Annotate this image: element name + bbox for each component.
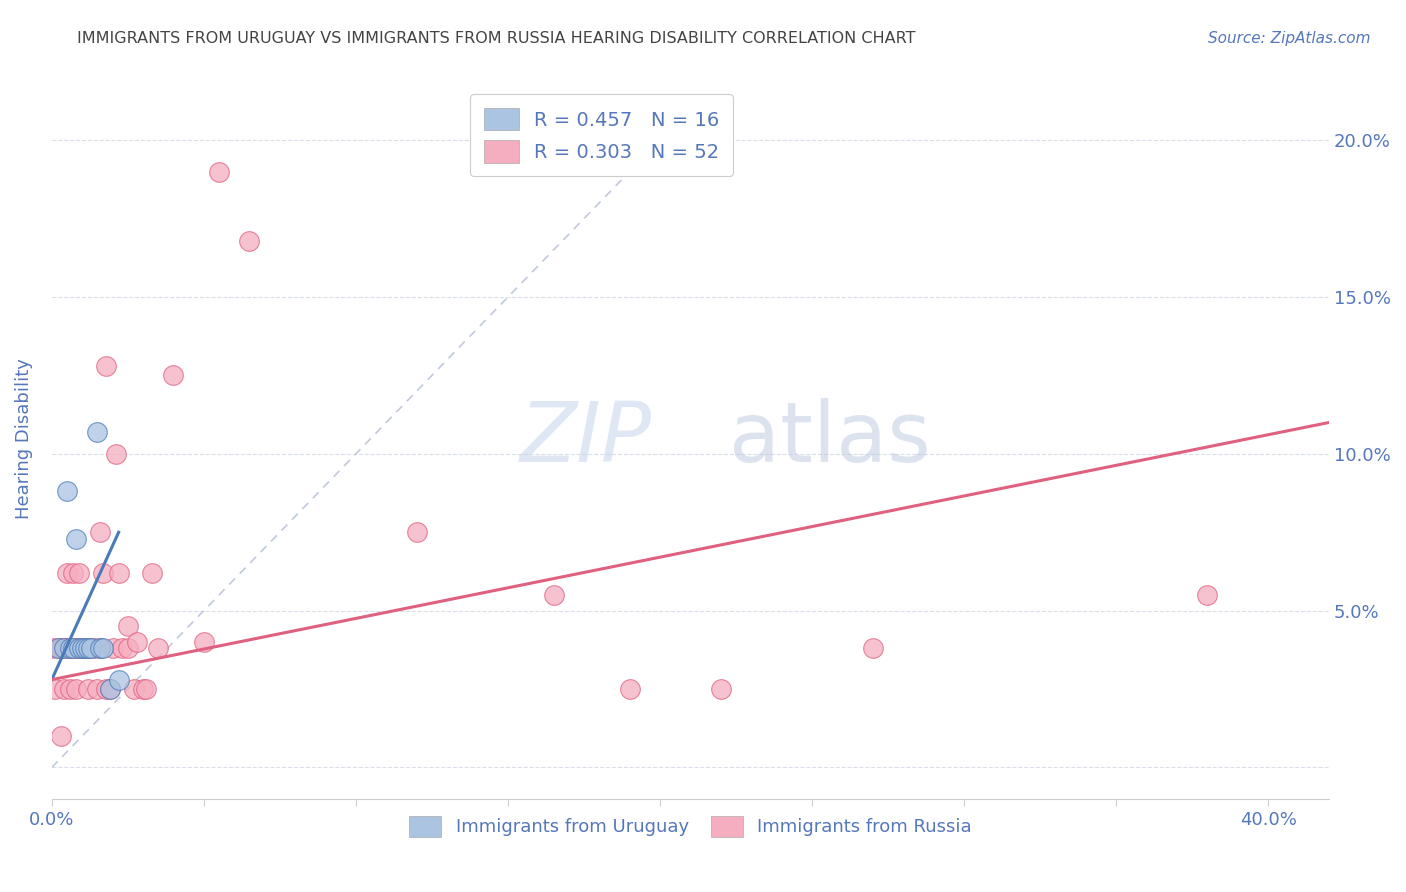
Point [862, 641, 884, 656]
Point [49, 641, 72, 656]
Point [125, 635, 148, 649]
Point [59, 641, 82, 656]
Point [62, 641, 84, 656]
Point [619, 681, 641, 696]
Point [80, 641, 103, 656]
Point [52, 641, 75, 656]
Point [75, 641, 97, 656]
Point [77, 681, 100, 696]
Point [1197, 588, 1219, 602]
Point [59, 681, 82, 696]
Point [93, 641, 115, 656]
Point [67, 641, 90, 656]
Point [56, 566, 79, 580]
Point [135, 681, 157, 696]
Point [52, 681, 75, 696]
Point [148, 641, 170, 656]
Point [117, 641, 139, 656]
Point [122, 681, 145, 696]
Text: Source: ZipAtlas.com: Source: ZipAtlas.com [1208, 31, 1371, 46]
Point [710, 681, 733, 696]
Point [49, 729, 72, 743]
Point [93, 566, 115, 580]
Point [89, 525, 111, 540]
Point [65, 641, 87, 656]
Point [52, 641, 75, 656]
Point [75, 641, 97, 656]
Point [141, 566, 163, 580]
Point [70, 641, 93, 656]
Point [117, 619, 139, 633]
Point [96, 681, 118, 696]
Point [405, 525, 427, 540]
Point [83, 641, 105, 656]
Point [101, 641, 124, 656]
Point [89, 641, 111, 656]
Point [86, 681, 108, 696]
Point [56, 641, 79, 656]
Point [77, 641, 100, 656]
Point [132, 681, 155, 696]
Point [67, 641, 90, 656]
Point [56, 484, 79, 499]
Point [86, 425, 108, 439]
Point [77, 641, 100, 656]
Point [111, 641, 134, 656]
Point [41, 641, 63, 656]
Point [238, 234, 260, 248]
Point [98, 681, 121, 696]
Text: atlas: atlas [728, 398, 931, 479]
Point [62, 641, 84, 656]
Point [162, 368, 184, 383]
Point [80, 641, 103, 656]
Point [65, 532, 87, 546]
Point [193, 635, 215, 649]
Text: ZIP: ZIP [520, 398, 652, 479]
Legend: Immigrants from Uruguay, Immigrants from Russia: Immigrants from Uruguay, Immigrants from… [402, 809, 980, 844]
Point [70, 641, 93, 656]
Point [65, 681, 87, 696]
Point [67, 566, 90, 580]
Point [107, 566, 129, 580]
Point [104, 447, 127, 461]
Point [98, 681, 121, 696]
Y-axis label: Hearing Disability: Hearing Disability [15, 358, 32, 518]
Point [107, 673, 129, 687]
Point [46, 641, 69, 656]
Point [96, 359, 118, 373]
Text: IMMIGRANTS FROM URUGUAY VS IMMIGRANTS FROM RUSSIA HEARING DISABILITY CORRELATION: IMMIGRANTS FROM URUGUAY VS IMMIGRANTS FR… [77, 31, 915, 46]
Point [46, 641, 69, 656]
Point [543, 588, 565, 602]
Point [89, 641, 111, 656]
Point [208, 164, 231, 178]
Point [62, 566, 84, 580]
Point [59, 641, 82, 656]
Point [44, 681, 66, 696]
